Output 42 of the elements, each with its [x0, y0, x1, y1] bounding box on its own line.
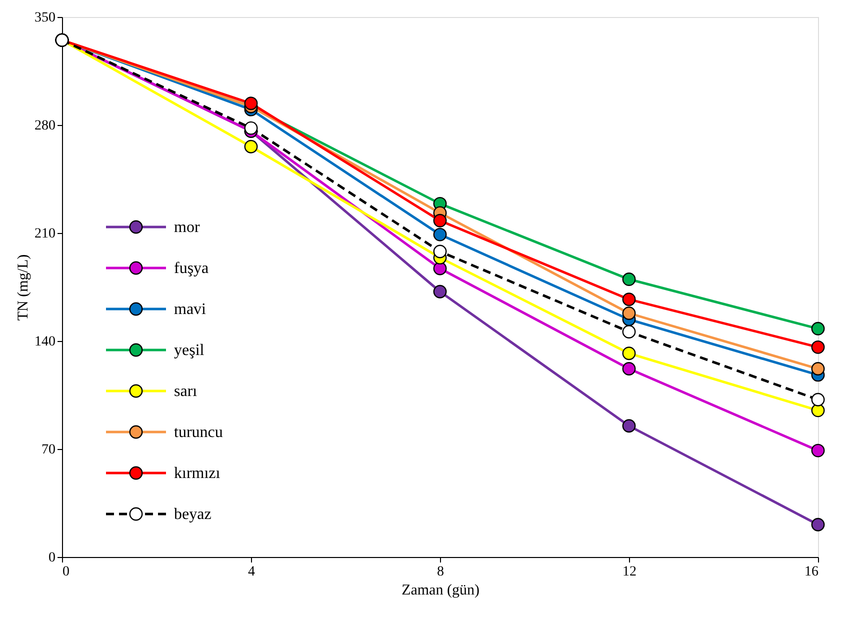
y-axis-title: TN (mg/L): [16, 254, 32, 321]
point: [811, 518, 825, 532]
y-tick-label: 210: [34, 226, 56, 242]
point: [622, 346, 636, 360]
legend-label: mavi: [174, 301, 207, 318]
point: [244, 96, 258, 110]
x-tick-label: 12: [622, 564, 636, 580]
point: [622, 419, 636, 433]
y-tick-label: 0: [48, 550, 56, 566]
point: [433, 214, 447, 228]
x-tick-label: 16: [804, 564, 818, 580]
legend-label: sarı: [174, 383, 198, 400]
legend-label: turuncu: [174, 424, 223, 441]
x-tick-label: 8: [437, 564, 444, 580]
point: [811, 444, 825, 458]
y-tick-label: 280: [34, 118, 56, 134]
legend-label: fuşya: [174, 260, 209, 277]
y-tick-label: 140: [34, 334, 56, 350]
point: [622, 292, 636, 306]
x-axis-title: Zaman (gün): [402, 582, 480, 598]
y-tick-label: 70: [42, 442, 56, 458]
point: [433, 228, 447, 242]
point: [244, 140, 258, 154]
point: [622, 272, 636, 286]
point: [622, 362, 636, 376]
x-tick-label: 4: [248, 564, 255, 580]
point: [811, 340, 825, 354]
point: [622, 325, 636, 338]
y-tick-label: 350: [34, 10, 56, 26]
legend-label: yeşil: [174, 342, 205, 359]
point: [433, 284, 447, 298]
point: [244, 121, 258, 135]
x-tick-label: 0: [62, 564, 70, 580]
legend-label: kırmızı: [174, 465, 221, 482]
legend-label: mor: [174, 219, 200, 236]
point: [811, 322, 825, 336]
point: [811, 404, 825, 418]
point: [811, 362, 825, 376]
point: [622, 306, 636, 320]
legend-label: beyaz: [174, 506, 212, 523]
point: [811, 392, 825, 406]
point: [433, 244, 447, 258]
